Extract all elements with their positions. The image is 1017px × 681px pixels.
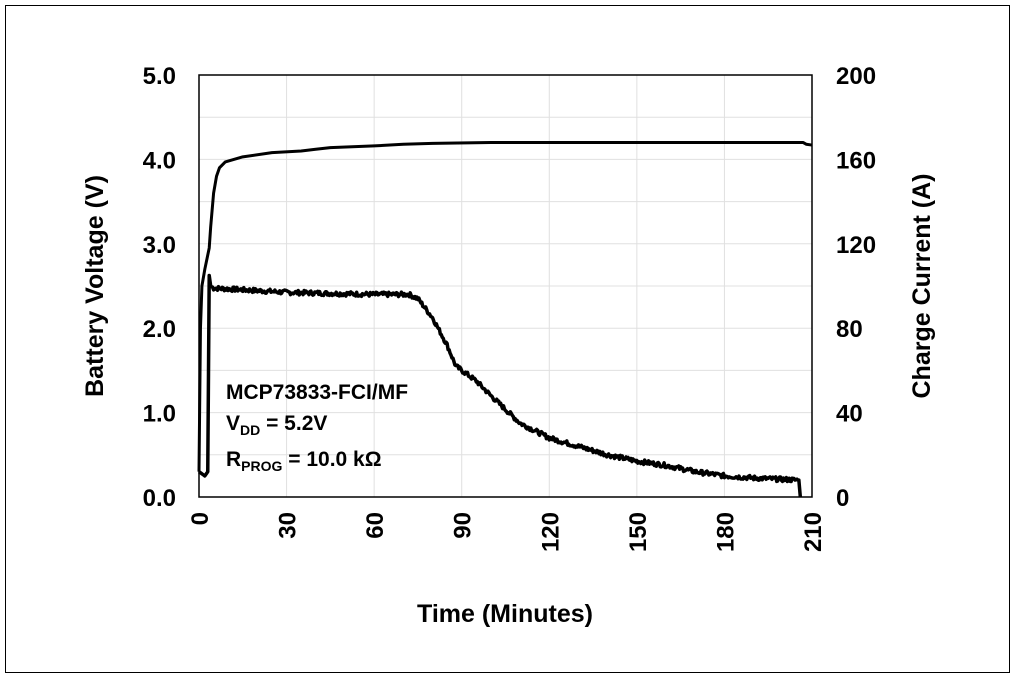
x-tick-label: 150 (625, 512, 652, 552)
y2-tick-label: 80 (836, 316, 863, 343)
x-tick-label: 30 (275, 512, 302, 539)
series-group (197, 141, 813, 498)
y-tick-label: 0.0 (143, 485, 176, 512)
y-axis-title: Battery Voltage (V) (81, 175, 109, 397)
x-tick-label: 90 (450, 512, 477, 539)
charge-current-line (197, 273, 803, 498)
y2-axis-title: Charge Current (A) (908, 173, 936, 398)
y2-tick-label: 40 (836, 401, 863, 428)
y-tick-label: 2.0 (143, 316, 176, 343)
x-tick-label: 60 (362, 512, 389, 539)
annotation: MCP73833-FCI/MF VDD = 5.2V RPROG = 10.0 … (226, 381, 408, 474)
annotation-vdd: VDD = 5.2V (226, 412, 327, 438)
x-axis-title: Time (Minutes) (417, 600, 593, 628)
y2-tick-label: 0 (836, 485, 849, 512)
x-tick-label: 180 (712, 512, 739, 552)
y-tick-label: 3.0 (143, 232, 176, 259)
plot-area (198, 74, 813, 498)
annotation-part: MCP73833-FCI/MF (226, 381, 408, 404)
tick-labels: 0.0 1.0 2.0 3.0 4.0 5.0 0 40 80 120 160 200 0 30 60 90 1… (143, 63, 876, 552)
y2-tick-label: 200 (836, 63, 876, 90)
x-tick-label: 0 (187, 512, 214, 525)
grid (199, 75, 812, 497)
battery-voltage-line (197, 141, 813, 472)
x-tick-label: 210 (800, 512, 827, 552)
annotation-rprog: RPROG = 10.0 kΩ (226, 448, 382, 474)
x-tick-label: 120 (537, 512, 564, 552)
y-tick-label: 4.0 (143, 147, 176, 174)
y-tick-label: 5.0 (143, 63, 176, 90)
chart-frame (5, 5, 1010, 673)
y2-tick-label: 160 (836, 147, 876, 174)
y2-tick-label: 120 (836, 232, 876, 259)
y-tick-label: 1.0 (143, 401, 176, 428)
